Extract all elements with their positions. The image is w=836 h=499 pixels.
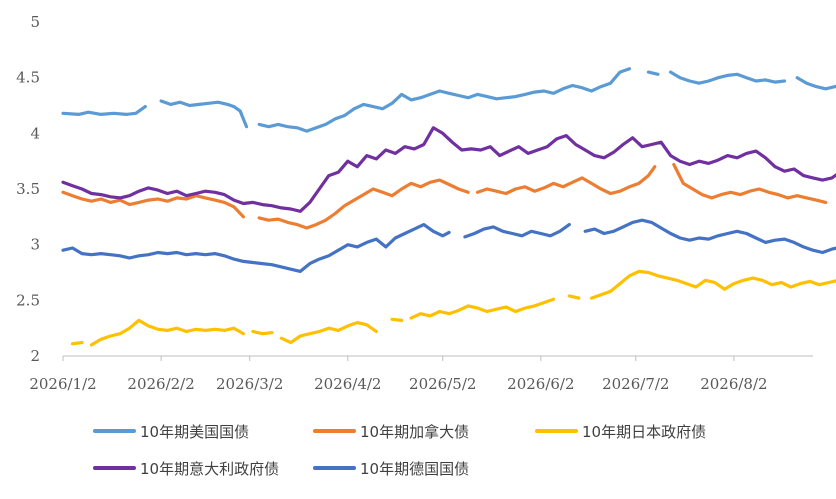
series-segment bbox=[251, 329, 274, 336]
series-segment bbox=[646, 70, 660, 76]
legend-item-germany: 10年期德国国债 bbox=[313, 460, 469, 478]
series-segment bbox=[463, 223, 571, 239]
legend-item-italy: 10年期意大利政府债 bbox=[93, 460, 279, 478]
legend-label-germany: 10年期德国国债 bbox=[360, 460, 469, 478]
x-tick-label: 2026/6/2 bbox=[507, 375, 574, 393]
legend: 10年期美国国债 10年期加拿大债 10年期日本政府债 10年期意大利政府债 1… bbox=[93, 423, 706, 478]
series-line-4 bbox=[61, 218, 836, 273]
series-line-2 bbox=[70, 269, 836, 347]
legend-label-canada: 10年期加拿大债 bbox=[360, 423, 469, 441]
y-tick-label: 2.5 bbox=[16, 291, 40, 309]
legend-label-us: 10年期美国国债 bbox=[140, 423, 249, 441]
x-tick-label: 2026/5/2 bbox=[409, 375, 476, 393]
legend-label-italy: 10年期意大利政府债 bbox=[140, 460, 279, 478]
series-line-1 bbox=[61, 162, 828, 230]
series-line-3 bbox=[61, 126, 836, 213]
series-segment bbox=[279, 321, 378, 345]
series-segment bbox=[409, 297, 556, 320]
series-segment bbox=[669, 70, 787, 85]
legend-item-japan: 10年期日本政府债 bbox=[535, 423, 706, 441]
series-lines bbox=[61, 67, 836, 347]
series-segment bbox=[70, 341, 84, 346]
series-segment bbox=[159, 99, 249, 129]
x-tick-label: 2026/2/2 bbox=[127, 375, 194, 393]
series-segment bbox=[476, 165, 657, 196]
series-segment bbox=[61, 223, 451, 273]
x-tick-label: 2026/8/2 bbox=[700, 375, 767, 393]
x-tick-label: 2026/4/2 bbox=[314, 375, 381, 393]
series-segment bbox=[257, 67, 632, 133]
y-tick-label: 3 bbox=[30, 236, 40, 254]
y-tick-label: 3.5 bbox=[16, 180, 40, 198]
legend-item-us: 10年期美国国债 bbox=[93, 423, 249, 441]
x-tick-label: 2026/7/2 bbox=[602, 375, 669, 393]
series-segment bbox=[61, 105, 147, 116]
x-tick-label: 2026/1/2 bbox=[29, 375, 96, 393]
series-line-0 bbox=[61, 67, 836, 133]
y-tick-label: 4 bbox=[30, 124, 40, 142]
legend-item-canada: 10年期加拿大债 bbox=[313, 423, 469, 441]
y-tick-label: 4.5 bbox=[16, 69, 40, 87]
series-segment bbox=[567, 294, 581, 300]
y-tick-label: 5 bbox=[30, 13, 40, 31]
series-segment bbox=[89, 318, 245, 347]
y-axis-tick-labels: 2 2.5 3 3.5 4 4.5 5 bbox=[16, 13, 40, 365]
series-segment bbox=[61, 126, 836, 213]
x-tick-label: 2026/3/2 bbox=[216, 375, 283, 393]
x-axis-ticks: 2026/1/2 2026/2/2 2026/3/2 2026/4/2 2026/5/2… bbox=[29, 356, 768, 393]
series-segment bbox=[257, 178, 470, 230]
y-tick-label: 2 bbox=[30, 347, 40, 365]
series-segment bbox=[61, 190, 245, 219]
legend-label-japan: 10年期日本政府债 bbox=[582, 423, 706, 441]
series-segment bbox=[589, 269, 836, 300]
series-segment bbox=[672, 162, 828, 204]
series-segment bbox=[795, 76, 836, 91]
series-segment bbox=[390, 317, 404, 322]
series-segment bbox=[583, 218, 836, 255]
